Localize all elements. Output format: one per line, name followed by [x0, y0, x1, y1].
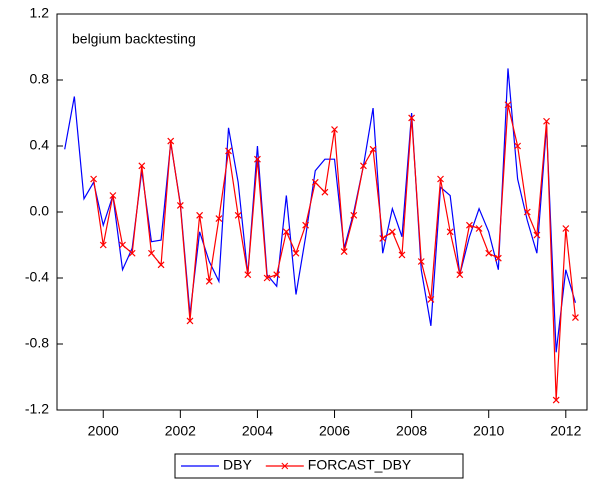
x-tick-label: 2000 — [88, 423, 119, 439]
point-marker — [186, 317, 194, 325]
point-marker — [466, 221, 473, 229]
point-marker — [90, 175, 98, 183]
point-marker — [215, 215, 223, 223]
point-marker — [234, 211, 242, 219]
series-line — [93, 104, 577, 401]
point-marker — [543, 117, 550, 125]
y-tick-label: -0.4 — [25, 269, 49, 285]
point-marker — [254, 155, 261, 163]
point-marker — [514, 142, 522, 150]
point-marker — [157, 261, 165, 269]
series-line — [64, 68, 577, 353]
point-marker — [456, 271, 464, 279]
point-marker — [176, 201, 184, 209]
point-marker — [331, 126, 338, 133]
point-marker — [138, 162, 146, 170]
point-marker — [388, 228, 396, 236]
point-marker — [128, 249, 136, 257]
point-marker — [417, 258, 425, 265]
x-tick-label: 2010 — [473, 423, 504, 439]
x-tick-label: 2006 — [319, 423, 350, 439]
point-marker — [311, 178, 319, 186]
point-marker — [475, 225, 483, 232]
point-marker — [427, 296, 435, 303]
point-marker — [148, 249, 155, 257]
legend-marker — [281, 462, 289, 470]
point-marker — [360, 162, 367, 170]
point-marker — [408, 114, 416, 122]
point-marker — [167, 137, 175, 145]
point-marker — [437, 175, 444, 183]
y-tick-label: -1.2 — [25, 401, 49, 417]
point-marker — [321, 188, 329, 196]
y-tick-label: 0.8 — [30, 71, 50, 87]
y-tick-label: 0.4 — [30, 137, 50, 153]
point-marker — [292, 249, 300, 257]
y-tick-label: 0.0 — [30, 203, 50, 219]
point-marker — [263, 274, 271, 282]
point-marker — [369, 145, 377, 153]
point-marker — [523, 208, 531, 216]
x-tick-label: 2008 — [396, 423, 427, 439]
x-tick-label: 2004 — [242, 423, 273, 439]
point-marker — [398, 251, 406, 259]
point-marker — [552, 396, 560, 404]
annotation: belgium backtesting — [72, 31, 196, 47]
y-tick-label: -0.8 — [25, 335, 49, 351]
point-marker — [244, 271, 252, 279]
point-marker — [99, 241, 107, 249]
point-marker — [494, 254, 502, 262]
point-marker — [379, 234, 387, 242]
legend-label: FORCAST_DBY — [308, 457, 412, 473]
point-marker — [446, 228, 454, 236]
point-marker — [340, 248, 348, 256]
point-marker — [302, 221, 310, 229]
point-marker — [485, 249, 493, 257]
point-marker — [533, 231, 541, 239]
point-marker — [572, 314, 579, 322]
x-tick-label: 2002 — [165, 423, 196, 439]
point-marker — [282, 228, 290, 236]
legend-label: DBY — [223, 457, 252, 473]
point-marker — [225, 147, 232, 155]
point-marker — [109, 192, 117, 199]
point-marker — [119, 241, 126, 249]
legend-box — [174, 453, 464, 479]
point-marker — [205, 277, 213, 285]
point-marker — [504, 101, 512, 109]
x-tick-label: 2012 — [550, 423, 581, 439]
point-marker — [350, 211, 358, 219]
y-tick-label: 1.2 — [30, 5, 50, 21]
point-marker — [273, 271, 281, 279]
point-marker — [562, 225, 570, 232]
point-marker — [196, 211, 204, 219]
